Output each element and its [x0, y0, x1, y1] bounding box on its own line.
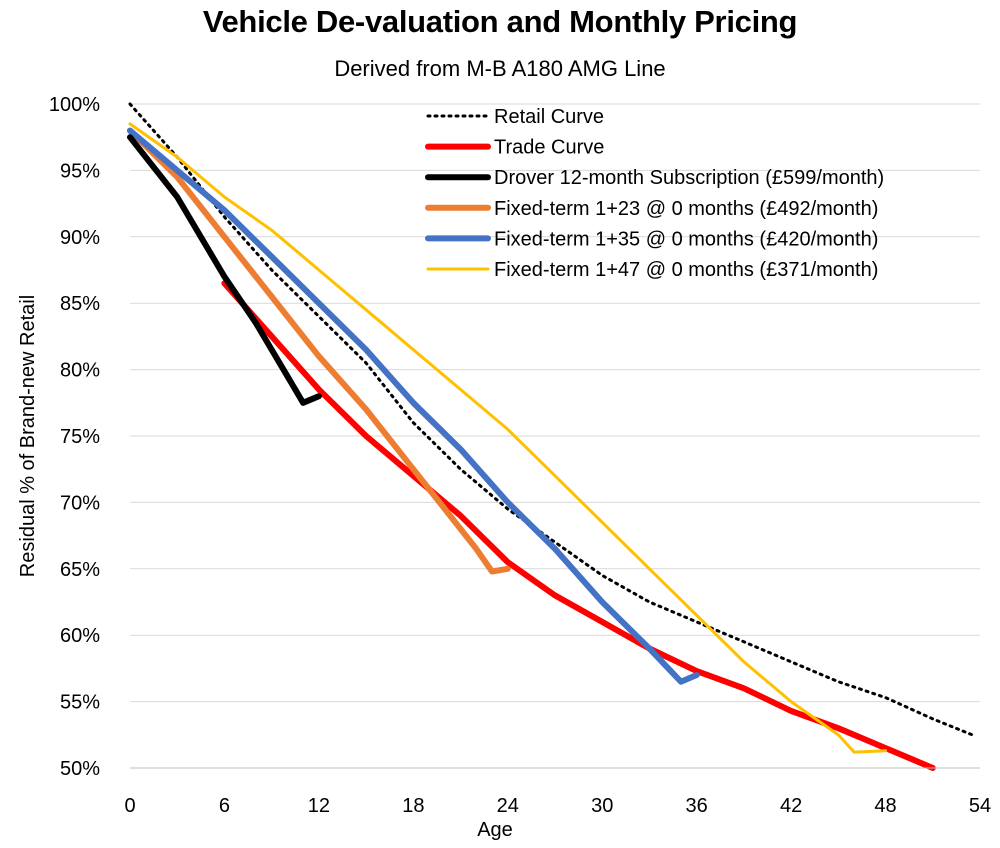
y-tick-labels: 50% 55% 60% 65% 70% 75% 80% 85% 90% 95% 100% — [49, 94, 100, 780]
y-tick-label: 50% — [60, 758, 100, 780]
y-axis-label: Residual % of Brand-new Retail — [17, 295, 39, 577]
y-tick-label: 70% — [60, 492, 100, 514]
x-tick-labels: 0 6 12 18 24 30 36 42 48 54 — [124, 795, 991, 817]
series-line-1 — [221, 280, 936, 771]
x-tick-label: 48 — [874, 795, 896, 817]
x-tick-label: 36 — [686, 795, 708, 817]
series-line-0 — [128, 102, 974, 737]
y-tick-label: 80% — [60, 360, 100, 382]
x-tick-label: 54 — [969, 795, 991, 817]
legend-label: Trade Curve — [494, 137, 604, 159]
y-tick-label: 100% — [49, 94, 100, 116]
series-line-4 — [127, 127, 700, 685]
gridlines — [130, 103, 980, 703]
legend-label: Fixed-term 1+23 @ 0 months (£492/month) — [494, 198, 878, 220]
y-tick-label: 60% — [60, 625, 100, 647]
x-tick-label: 12 — [308, 795, 330, 817]
y-tick-label: 65% — [60, 559, 100, 581]
x-tick-label: 30 — [591, 795, 613, 817]
y-tick-label: 55% — [60, 692, 100, 714]
chart-title: Vehicle De-valuation and Monthly Pricing — [202, 4, 798, 39]
x-tick-label: 24 — [497, 795, 519, 817]
x-tick-label: 0 — [124, 795, 135, 817]
series-lines — [127, 102, 974, 771]
legend: Retail Curve Trade Curve Drover 12-month S… — [425, 106, 884, 281]
series-line-3 — [127, 127, 511, 575]
legend-label: Retail Curve — [494, 106, 604, 128]
legend-label: Fixed-term 1+47 @ 0 months (£371/month) — [494, 259, 878, 281]
x-tick-label: 6 — [219, 795, 230, 817]
chart-subtitle: Derived from M-B A180 AMG Line — [334, 56, 666, 81]
y-tick-label: 90% — [60, 227, 100, 249]
series-line-2 — [127, 134, 322, 406]
x-tick-label: 18 — [402, 795, 424, 817]
x-tick-label: 42 — [780, 795, 802, 817]
series-line-5 — [128, 122, 888, 754]
y-tick-label: 75% — [60, 426, 100, 448]
y-tick-label: 85% — [60, 293, 100, 315]
legend-label: Drover 12-month Subscription (£599/month… — [494, 167, 884, 189]
x-axis-label: Age — [477, 819, 513, 841]
legend-label: Fixed-term 1+35 @ 0 months (£420/month) — [494, 228, 878, 250]
y-tick-label: 95% — [60, 160, 100, 182]
